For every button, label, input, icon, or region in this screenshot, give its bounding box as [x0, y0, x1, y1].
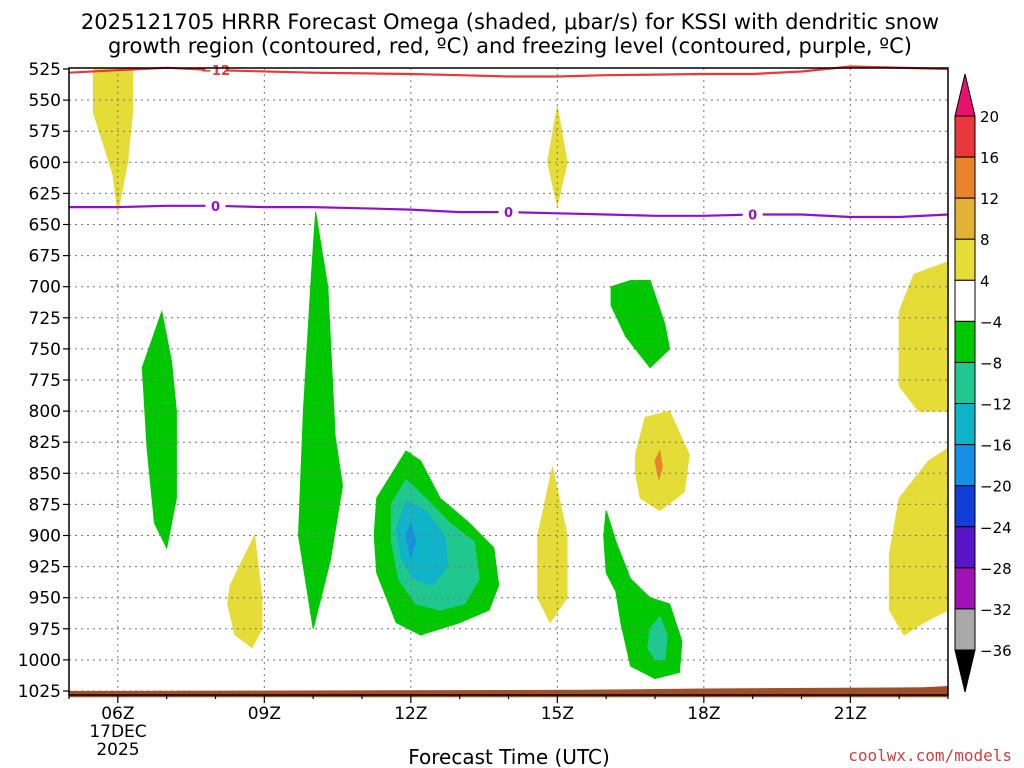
y-tick-label-750: 750 [29, 340, 61, 360]
y-tick-label-575: 575 [29, 122, 61, 142]
colorbar-swatch-12 [954, 608, 976, 651]
y-tick-label-775: 775 [29, 371, 61, 391]
y-tick-label-1000: 1000 [18, 651, 61, 671]
contour-label-bg-1-0 [205, 197, 226, 214]
y-tick-label-650: 650 [29, 216, 61, 236]
colorbar-swatch-2 [954, 197, 976, 240]
chart-title-line1: 2025121705 HRRR Forecast Omega (shaded, … [81, 10, 939, 34]
y-tick-label-950: 950 [29, 589, 61, 609]
colorbar-label-0: 20 [980, 108, 999, 126]
colorbar-swatch-0 [954, 115, 976, 158]
x-tick-label-12Z: 12Z [394, 704, 427, 724]
colorbar-label-6: −8 [980, 354, 1002, 372]
y-tick-label-600: 600 [29, 153, 61, 173]
credit-text: coolwx.com/models [848, 746, 1012, 765]
omega-region-4 [227, 533, 263, 649]
y-tick-label-700: 700 [29, 278, 61, 298]
x-tick-label-18Z: 18Z [687, 704, 720, 724]
omega-region-0 [92, 68, 133, 213]
contour-label-0-0: −12 [201, 64, 230, 79]
plot-background [69, 68, 948, 695]
omega-regions [92, 68, 949, 680]
contour-label-1-0: 0 [211, 200, 220, 215]
y-axis: 525 550 575 600 625 650 675 700 725 750 775 800 825 8… [18, 60, 69, 702]
y-tick-label-900: 900 [29, 527, 61, 547]
plot-area: −12 0 0 0 [68, 62, 949, 698]
omega-region-8 [405, 521, 417, 559]
omega-region-11 [635, 410, 690, 512]
colorbar-swatch-4 [954, 279, 976, 322]
colorbar-label-3: 8 [980, 231, 990, 249]
x-tick-label-06Z: 06Z [101, 704, 134, 724]
colorbar: 20 16 12 8 4 −4 −8 −12 −16 −20 −24 −28 −32 −36 [954, 73, 1012, 693]
y-tick-label-975: 975 [29, 620, 61, 640]
y-tick-label-800: 800 [29, 402, 61, 422]
colorbar-swatch-6 [954, 361, 976, 405]
y-tick-label-850: 850 [29, 464, 61, 484]
colorbar-swatch-5 [954, 320, 976, 363]
colorbar-label-4: 4 [980, 272, 990, 290]
colorbar-top-triangle [954, 73, 976, 117]
y-tick-label-725: 725 [29, 309, 61, 329]
x-tick-label-21Z: 21Z [834, 704, 867, 724]
y-tick-label-550: 550 [29, 91, 61, 111]
contour-label-bg-1-1 [498, 204, 519, 221]
y-tick-label-675: 675 [29, 247, 61, 267]
colorbar-swatch-3 [954, 238, 976, 281]
colorbar-swatch-10 [954, 526, 976, 569]
colorbar-label-2: 12 [980, 190, 999, 208]
colorbar-swatch-7 [954, 403, 976, 446]
x-axis-title: Forecast Time (UTC) [408, 745, 610, 768]
x-date-label: 17DEC [89, 722, 146, 742]
colorbar-bottom-triangle [954, 649, 976, 693]
colorbar-swatch-9 [954, 485, 976, 528]
colorbar-label-11: −28 [980, 560, 1012, 578]
colorbar-label-13: −36 [980, 642, 1012, 660]
x-tick-label-15Z: 15Z [541, 704, 574, 724]
colorbar-label-5: −4 [980, 313, 1002, 331]
contour-label-1-1: 0 [504, 206, 513, 221]
omega-region-2 [297, 212, 344, 629]
colorbar-label-9: −20 [980, 478, 1012, 496]
colorbar-label-12: −32 [980, 601, 1012, 619]
x-axis: 06Z 09Z 12Z 15Z 18Z 21Z [68, 695, 949, 724]
colorbar-label-8: −16 [980, 437, 1012, 455]
contour-label-bg-0-0 [205, 62, 226, 79]
y-tick-label-925: 925 [29, 558, 61, 578]
omega-region-3 [141, 309, 177, 550]
y-tick-label-1025: 1025 [18, 682, 61, 702]
colorbar-swatch-11 [954, 567, 976, 610]
chart-title-line2: growth region (contoured, red, ºC) and f… [108, 34, 912, 58]
contour-label-bg-1-2 [742, 206, 763, 223]
x-tick-label-09Z: 09Z [248, 704, 281, 724]
colorbar-label-10: −24 [980, 519, 1012, 537]
colorbar-label-1: 16 [980, 149, 999, 167]
y-tick-label-525: 525 [29, 60, 61, 80]
y-tick-label-875: 875 [29, 495, 61, 515]
x-year-label: 2025 [96, 740, 139, 760]
contour-label-1-2: 0 [748, 209, 757, 224]
y-tick-label-825: 825 [29, 433, 61, 453]
y-tick-label-625: 625 [29, 184, 61, 204]
colorbar-swatch-1 [954, 156, 976, 199]
colorbar-swatch-8 [954, 444, 976, 487]
colorbar-label-7: −12 [980, 396, 1012, 414]
